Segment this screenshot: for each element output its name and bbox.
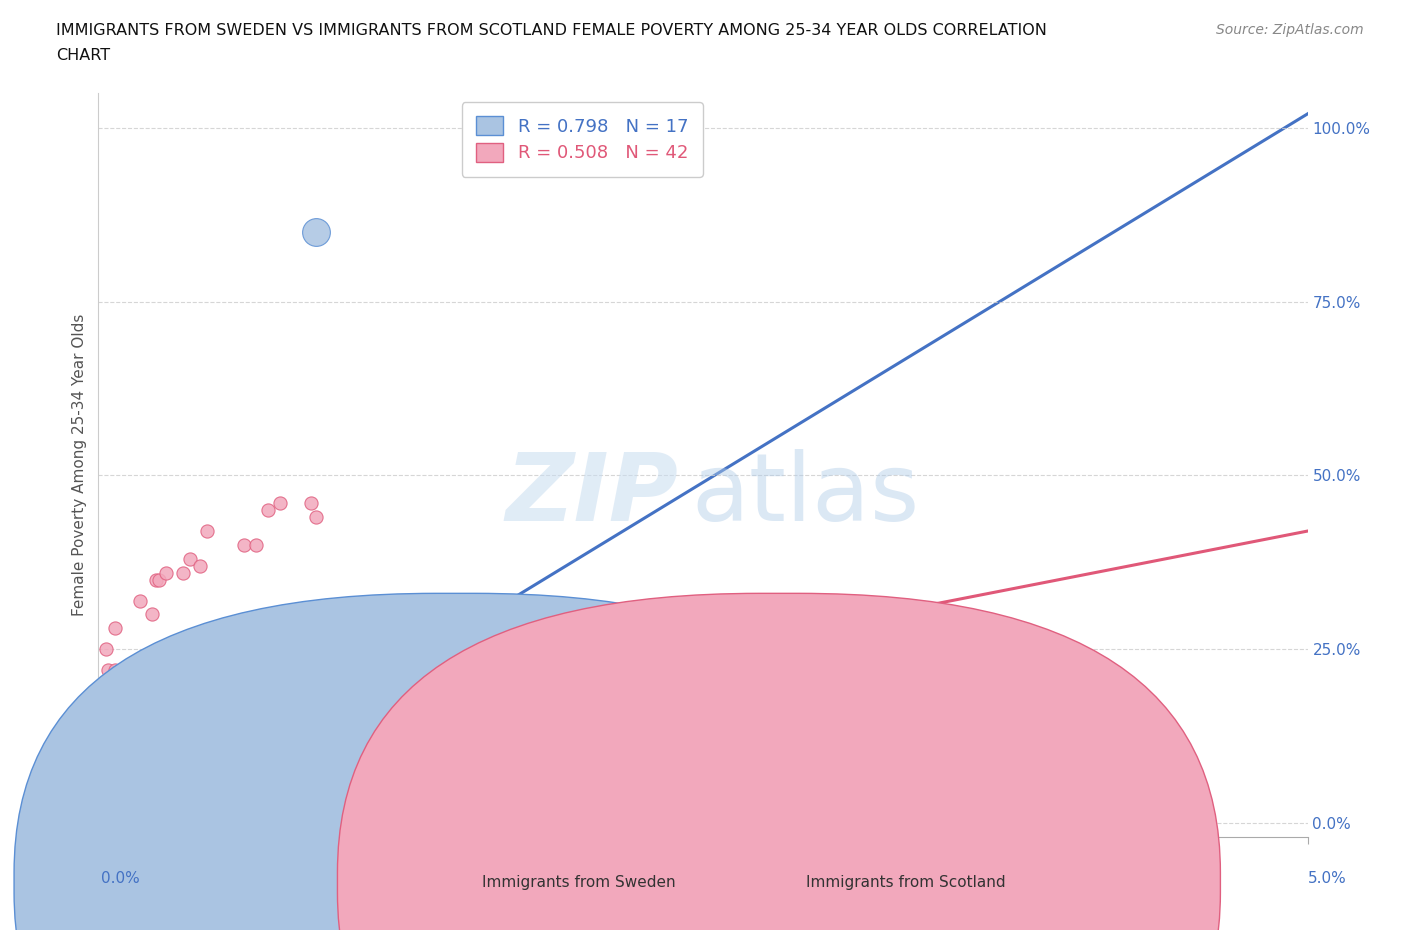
Point	[232, 538, 254, 552]
Y-axis label: Female Poverty Among 25-34 Year Olds: Female Poverty Among 25-34 Year Olds	[72, 313, 87, 617]
Text: Immigrants from Sweden: Immigrants from Sweden	[482, 875, 676, 890]
Text: 5.0%: 5.0%	[1308, 871, 1347, 886]
Point	[100, 725, 122, 740]
Point	[117, 718, 139, 733]
Point	[104, 663, 127, 678]
Point	[108, 718, 131, 733]
Point	[97, 753, 120, 768]
Point	[100, 718, 122, 733]
Point	[208, 718, 231, 733]
Point	[118, 718, 141, 733]
Text: CHART: CHART	[56, 48, 110, 63]
Point	[145, 572, 167, 587]
Point	[111, 663, 134, 678]
Point	[107, 725, 129, 740]
Point	[245, 538, 267, 552]
Point	[292, 698, 315, 712]
Point	[90, 746, 112, 761]
Point	[107, 732, 129, 747]
Text: Source: ZipAtlas.com: Source: ZipAtlas.com	[1216, 23, 1364, 37]
Point	[179, 551, 201, 566]
Point	[135, 677, 157, 692]
Text: atlas: atlas	[690, 449, 920, 540]
Point	[148, 677, 170, 692]
Point	[299, 496, 322, 511]
Point	[141, 684, 163, 698]
Point	[148, 572, 170, 587]
Point	[127, 690, 149, 705]
Point	[104, 732, 127, 747]
Point	[101, 684, 124, 698]
Point	[305, 510, 328, 525]
Point	[128, 593, 150, 608]
Point	[160, 690, 183, 705]
Point	[269, 496, 291, 511]
Point	[221, 698, 243, 712]
Point	[114, 704, 136, 719]
Point	[117, 684, 139, 698]
Point	[91, 732, 114, 747]
Point	[172, 565, 194, 580]
Point	[121, 670, 143, 684]
Point	[91, 753, 114, 768]
Point	[184, 753, 207, 768]
Point	[169, 711, 191, 726]
Text: 0.0%: 0.0%	[101, 871, 141, 886]
Point	[155, 565, 177, 580]
Point	[281, 711, 304, 726]
Point	[160, 718, 183, 733]
Legend: R = 0.798   N = 17, R = 0.508   N = 42: R = 0.798 N = 17, R = 0.508 N = 42	[461, 102, 703, 177]
Point	[127, 684, 149, 698]
Point	[124, 663, 146, 678]
Point	[94, 642, 117, 657]
Point	[184, 663, 207, 678]
Point	[121, 711, 143, 726]
Point	[111, 704, 134, 719]
Point	[97, 663, 120, 678]
Point	[188, 558, 211, 573]
Text: Immigrants from Scotland: Immigrants from Scotland	[806, 875, 1005, 890]
Point	[245, 677, 267, 692]
Text: ZIP: ZIP	[506, 449, 679, 540]
Point	[104, 621, 127, 636]
Point	[195, 524, 218, 538]
Point	[305, 225, 328, 240]
Text: IMMIGRANTS FROM SWEDEN VS IMMIGRANTS FROM SCOTLAND FEMALE POVERTY AMONG 25-34 YE: IMMIGRANTS FROM SWEDEN VS IMMIGRANTS FRO…	[56, 23, 1047, 38]
Point	[131, 732, 153, 747]
Point	[256, 503, 278, 518]
Point	[135, 718, 157, 733]
Point	[141, 607, 163, 622]
Point	[165, 711, 187, 726]
Point	[172, 753, 194, 768]
